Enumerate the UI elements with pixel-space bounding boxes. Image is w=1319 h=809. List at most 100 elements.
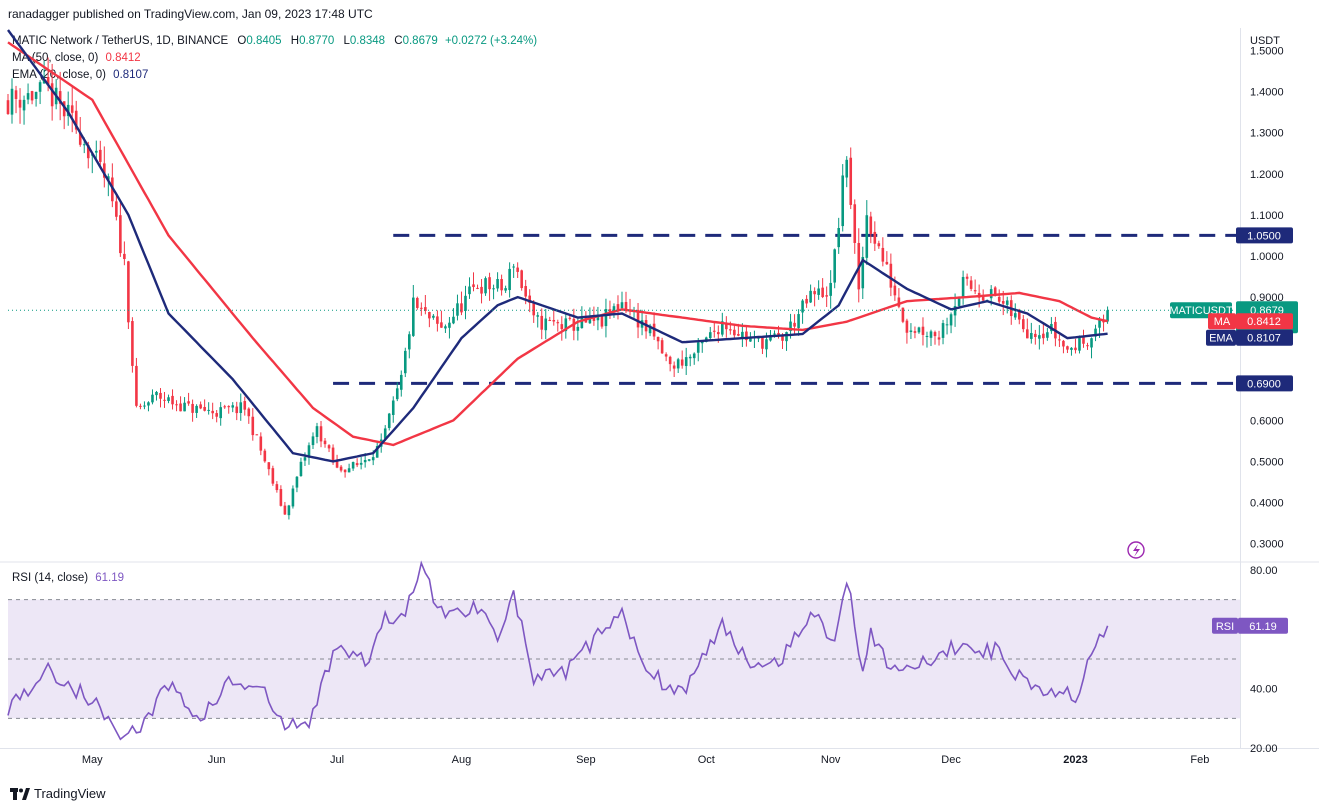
currency-label: USDT [1250, 35, 1280, 47]
candle-body [1017, 311, 1021, 320]
candle-body [94, 150, 98, 153]
candle-body [973, 290, 977, 292]
candle-body [343, 469, 347, 473]
candle-body [656, 336, 660, 342]
candle-body [6, 100, 10, 115]
candle-body [86, 145, 90, 159]
candle-body [700, 341, 704, 344]
candle-body [58, 91, 62, 104]
candle-body [147, 402, 150, 406]
candle-body [143, 405, 146, 407]
candle-body [845, 159, 849, 178]
candle-body [223, 406, 227, 408]
candle-body [255, 434, 259, 436]
candle-body [167, 397, 170, 401]
time-tick-label: Jul [330, 754, 344, 766]
candle-body [375, 446, 379, 458]
candle-body [496, 279, 499, 289]
candle-body [672, 365, 676, 369]
candle-body [476, 287, 479, 289]
candle-body [576, 326, 580, 331]
candle-body [331, 447, 335, 462]
ma50-line [7, 41, 1108, 447]
rsi-tick-label: 80.00 [1250, 565, 1278, 577]
candle-body [383, 428, 387, 439]
ohlc-open: 0.8405 [246, 35, 282, 47]
symbol-title: MATIC Network / TetherUS, 1D, BINANCE [12, 35, 229, 47]
candle-body [460, 303, 463, 313]
candle-body [676, 359, 680, 369]
candle-body [889, 263, 893, 288]
rsi-name-tag [1212, 617, 1238, 634]
ema-legend[interactable]: EMA (20, close, 0) 0.8107 [12, 69, 148, 81]
candle-body [259, 436, 263, 451]
candle-body [913, 331, 917, 333]
candle-body [556, 322, 560, 324]
ma-name-tag-label: MA [1214, 316, 1231, 328]
candle-body [717, 332, 720, 335]
candle-body [82, 144, 86, 146]
candle-body [283, 505, 287, 515]
rsi-legend[interactable]: RSI (14, close) 61.19 [12, 572, 124, 584]
candle-body [965, 276, 969, 279]
candle-body [62, 101, 66, 117]
candle-body [355, 463, 359, 466]
candle-body [291, 488, 295, 507]
candle-body [203, 406, 206, 411]
candle-body [420, 307, 423, 309]
ema-legend-label: EMA (20, close, 0) [12, 69, 106, 81]
candle-body [287, 505, 291, 516]
candle-body [660, 340, 664, 354]
candle-body [359, 462, 363, 465]
candle-body [207, 409, 210, 411]
candle-body [737, 334, 740, 336]
candle-body [528, 295, 531, 303]
candle-body [399, 374, 403, 390]
candle-body [199, 404, 202, 409]
candle-body [741, 331, 744, 338]
candle-body [516, 267, 519, 272]
candle-body [436, 316, 439, 324]
candle-body [869, 216, 873, 234]
level-tag [1236, 375, 1293, 392]
candle-body [997, 296, 1001, 302]
candle-body [440, 322, 443, 328]
rsi-legend-value: 61.19 [95, 572, 125, 584]
candle-body [861, 256, 865, 289]
candle-body [1062, 340, 1065, 347]
candle-body [552, 320, 556, 322]
candle-body [219, 407, 222, 419]
candle-body [520, 270, 523, 289]
candle-body [929, 331, 933, 338]
candle-body [395, 388, 399, 400]
candle-body [877, 243, 881, 247]
candle-body [456, 303, 459, 316]
rsi-value-tag [1238, 617, 1288, 634]
candle-body [568, 317, 572, 319]
candle-body [1042, 333, 1045, 339]
candle-body [708, 332, 712, 339]
price-tick-label: 1.3000 [1250, 128, 1284, 140]
candle-body [416, 297, 419, 308]
price-tick-label: 0.9000 [1250, 292, 1284, 304]
candle-body [363, 459, 367, 463]
ema-name-tag [1206, 329, 1236, 346]
candle-body [801, 300, 804, 313]
candle-body [123, 253, 126, 260]
candle-body [540, 315, 544, 330]
candle-body [993, 287, 997, 296]
candle-body [1038, 335, 1041, 339]
candle-body [777, 332, 780, 336]
price-tick-label: 1.0000 [1250, 251, 1284, 263]
candle-body [781, 336, 784, 341]
candle-body [881, 247, 885, 262]
price-tick-label: 0.6000 [1250, 415, 1284, 427]
candle-body [841, 175, 845, 227]
candle-body [580, 317, 584, 329]
brand[interactable]: TradingView [10, 786, 106, 801]
candle-body [829, 282, 832, 296]
candle-body [901, 307, 905, 322]
ema20-line [7, 29, 1108, 463]
level-tag [1236, 227, 1293, 244]
